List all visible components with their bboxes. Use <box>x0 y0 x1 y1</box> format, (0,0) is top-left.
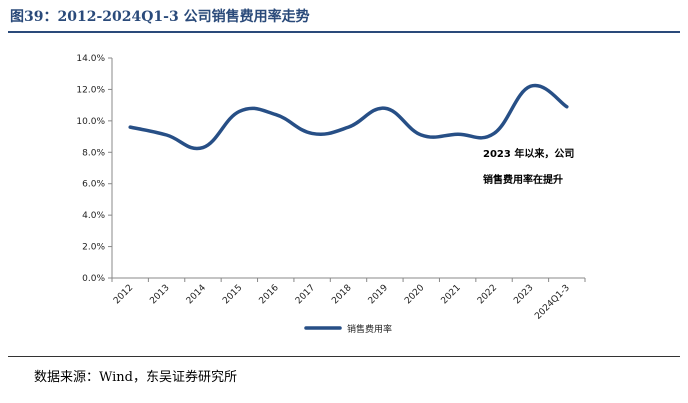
y-tick-label: 2.0% <box>82 243 105 253</box>
x-axis: 2012 2013 2014 2015 2016 2017 2018 2019 2020 2021… <box>111 277 586 322</box>
annotation-line: 2023 年以来，公司 <box>483 147 574 160</box>
y-tick-label: 4.0% <box>82 211 105 221</box>
x-tick-label: 2022 <box>476 283 499 306</box>
x-tick-label: 2013 <box>148 283 171 306</box>
data-point <box>529 85 532 88</box>
y-tick-label: 0.0% <box>82 274 105 284</box>
data-point <box>420 134 423 137</box>
series-line <box>128 83 569 151</box>
y-tick-label: 12.0% <box>76 85 105 95</box>
data-point <box>311 132 314 135</box>
data-point <box>238 110 241 113</box>
data-point <box>493 132 496 135</box>
legend-label: 销售费用率 <box>347 323 392 335</box>
x-tick-label: 2019 <box>367 283 390 306</box>
y-tick-label: 6.0% <box>82 180 105 190</box>
x-tick-label: 2020 <box>403 283 426 306</box>
title-rule <box>8 31 680 33</box>
data-point <box>565 105 568 108</box>
data-point <box>274 113 277 116</box>
source-rule <box>8 356 680 357</box>
source-note: 数据来源：Wind，东吴证券研究所 <box>34 370 237 385</box>
y-tick-label: 14.0% <box>76 54 105 64</box>
data-point <box>347 126 350 129</box>
data-point <box>456 133 459 136</box>
x-tick-label: 2024Q1-3 <box>533 283 572 322</box>
x-tick-label: 2021 <box>440 283 463 306</box>
x-tick-label: 2012 <box>112 283 135 306</box>
series-layer <box>128 83 569 151</box>
x-tick-label: 2016 <box>258 283 281 306</box>
x-tick-label: 2014 <box>185 283 208 306</box>
x-tick-label: 2015 <box>221 283 244 306</box>
y-tick-label: 8.0% <box>82 148 105 158</box>
data-point <box>165 134 168 137</box>
y-tick-label: 10.0% <box>76 117 105 127</box>
data-point <box>383 107 386 110</box>
x-tick-label: 2018 <box>330 283 353 306</box>
figure-title: 图39：2012-2024Q1-3 公司销售费用率走势 <box>10 9 310 25</box>
data-point <box>129 126 132 129</box>
data-point <box>201 146 204 149</box>
x-tick-label: 2017 <box>294 283 317 306</box>
annotation-line: 销售费用率在提升 <box>483 173 563 186</box>
legend: 销售费用率 <box>304 323 392 335</box>
y-axis: 0.0% 2.0% 4.0% 6.0% 8.0% 10.0% 12.0% 14.0% <box>76 54 113 284</box>
x-tick-label: 2023 <box>512 283 535 306</box>
